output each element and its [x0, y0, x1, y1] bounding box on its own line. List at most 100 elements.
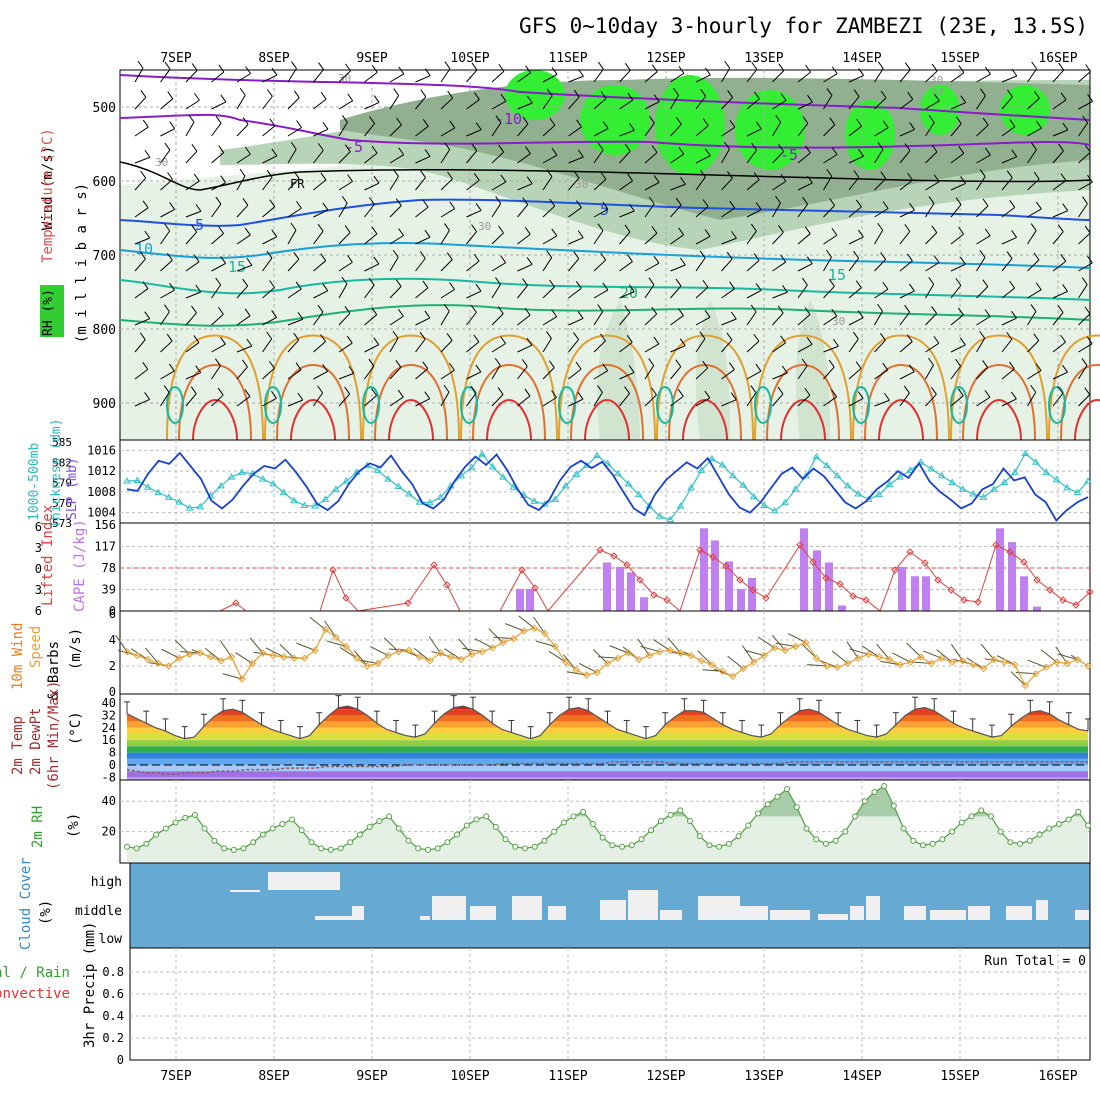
rh2m-marker [589, 821, 596, 827]
wind-barb [236, 366, 248, 380]
wind-barb-flag [704, 148, 711, 157]
thickness-marker [666, 515, 675, 523]
li-marker [849, 592, 857, 600]
wind10-barb [309, 616, 326, 630]
rh2m-tick: 40 [102, 794, 116, 808]
wind-barb-flag [982, 198, 989, 207]
wind-barb [593, 370, 608, 380]
wind-barb [1027, 97, 1040, 110]
cloud-block [352, 906, 364, 920]
wind-barb-flag [805, 145, 811, 154]
wind-barb [364, 284, 375, 299]
rh2m-marker [230, 846, 237, 853]
thickness-tick: 582 [52, 456, 72, 469]
wind-barb-flag [884, 392, 890, 401]
li-marker [443, 581, 451, 589]
wind10-marker [530, 624, 539, 633]
wind-barb [848, 75, 864, 83]
wind-barb [1052, 69, 1065, 83]
wind-barb-flag [551, 147, 558, 156]
wind-barb-flag [446, 252, 453, 260]
wind-barb [364, 123, 375, 137]
rh2m-marker [861, 798, 868, 805]
wind10-barb [428, 636, 441, 654]
thickness-marker [812, 452, 821, 460]
li-marker [1086, 588, 1094, 596]
wind-barb-flag [729, 200, 736, 209]
temperature-contours [119, 74, 1091, 327]
precip-panel: 00.20.40.60.8 Run Total = 0 Total / Rain… [0, 922, 1091, 1067]
wind-barb-flag [166, 333, 173, 342]
wind-barb-flag [546, 169, 553, 178]
wind-barb [695, 397, 711, 407]
wind-barb [670, 345, 686, 353]
thickness-marker [332, 485, 340, 492]
wind-barb-flag [980, 88, 986, 97]
boundary-contour [852, 334, 950, 441]
cape-bar [800, 528, 808, 611]
wind-barb-flag [447, 90, 454, 99]
boundary-contour [682, 398, 728, 441]
wind10-marker [948, 658, 956, 666]
wind-barb [466, 129, 482, 137]
wind-barb-flag [348, 365, 355, 374]
li-marker [891, 566, 899, 574]
wind-barb-flag [392, 330, 399, 339]
wind-barb [211, 152, 225, 164]
wind-barb [364, 263, 380, 272]
precip-tick: 0.8 [102, 965, 124, 979]
wind-barb-flag [290, 222, 297, 231]
wind-barb-flag [218, 64, 225, 73]
wind-barb [338, 100, 353, 110]
rh2m-marker [609, 842, 616, 849]
wind10-tick: 4 [109, 633, 116, 647]
wind-barb [721, 207, 736, 218]
wind-barb [593, 392, 603, 407]
wind-barb-flag [551, 228, 558, 237]
rh2m-markers [124, 783, 1091, 853]
cape-tick: 0 [109, 604, 116, 618]
wind10-marker [269, 651, 277, 660]
wind-barb [313, 311, 324, 326]
wind-barb-flag [137, 60, 144, 69]
wind10-barb [640, 645, 660, 653]
wind-barb [338, 232, 351, 245]
wind-barb-flag [317, 385, 324, 394]
cape-bar [1020, 576, 1028, 611]
wind-barb-flag [424, 149, 431, 157]
li-marker [1020, 558, 1028, 566]
wind-barb-flag [627, 254, 633, 262]
thickness-marker [394, 482, 403, 490]
wind-barb-flag [979, 250, 986, 258]
wind-barb [950, 102, 966, 110]
thickness-marker [196, 502, 205, 510]
wind-barb-flag [1030, 384, 1037, 393]
wind10-marker [739, 664, 748, 673]
wind-barb-flag [142, 281, 149, 289]
pressure-tick: 500 [93, 101, 116, 116]
wind10-barb [219, 640, 232, 658]
dewpoint-line [126, 761, 1088, 776]
wind-barb-flag [755, 363, 762, 372]
wind-barb-flag [829, 198, 835, 206]
rh2m-marker [531, 843, 538, 850]
wind-barb [976, 286, 989, 299]
slp-tick: 1004 [87, 506, 116, 520]
wind-barb [491, 284, 501, 299]
wind-barb [976, 205, 989, 218]
temp-tick: -8 [102, 770, 116, 784]
wind-barb [721, 148, 730, 164]
wind-barb [1027, 311, 1037, 326]
wind10-barb [727, 655, 744, 669]
wind-barb-flag [831, 308, 838, 317]
rh2m-marker [201, 825, 208, 832]
wind-barb [823, 176, 833, 191]
wind10-marker [499, 638, 507, 647]
wind-barb-flag [422, 119, 429, 127]
wind-barb-flag [675, 278, 682, 287]
wind-barb [976, 396, 991, 407]
li-marker [1033, 576, 1041, 584]
wind10-tick: 0 [109, 685, 116, 699]
wind-barb [670, 153, 685, 164]
